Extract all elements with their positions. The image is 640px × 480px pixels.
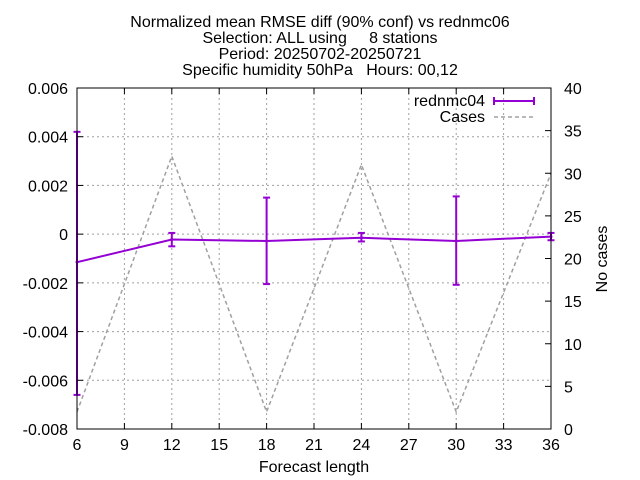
title-line-4: Specific humidity 50hPa Hours: 00,12 [182, 62, 458, 79]
y2-axis-label: No cases [594, 226, 611, 293]
x-tick-label: 15 [210, 437, 228, 454]
x-tick-label: 6 [73, 437, 82, 454]
cases-series [76, 154, 552, 415]
y-tick-label: 0 [59, 227, 68, 244]
y-tick-label: 0.002 [28, 178, 68, 195]
y2-tick-label: 35 [564, 124, 582, 141]
legend-label-cases: Cases [440, 109, 485, 126]
cases-line [76, 154, 552, 415]
y-tick-label: -0.004 [23, 325, 68, 342]
rednmc04-line [76, 235, 552, 264]
y2-tick-label: 25 [564, 209, 582, 226]
y2-tick-label: 0 [564, 422, 573, 439]
y2-tick-label: 10 [564, 337, 582, 354]
axis-ticks: 6 9 12 15 18 21 24 27 30 33 36 -0.008 -0.006 -0.004 -0… [23, 81, 582, 454]
y2-tick-label: 40 [564, 81, 582, 98]
chart-title: Normalized mean RMSE diff (90% conf) vs … [130, 14, 510, 79]
data-point [359, 236, 363, 240]
legend-label-rednmc04: rednmc04 [414, 93, 485, 110]
grid [77, 88, 551, 429]
y-tick-label: -0.002 [23, 276, 68, 293]
y2-tick-label: 15 [564, 294, 582, 311]
x-tick-label: 12 [163, 437, 181, 454]
x-tick-label: 24 [353, 437, 371, 454]
data-point [170, 238, 174, 242]
title-line-3: Period: 20250702-20250721 [219, 46, 422, 63]
y2-tick-label: 20 [564, 252, 582, 269]
error-bar [263, 196, 271, 286]
x-axis-label: Forecast length [259, 459, 369, 476]
x-tick-label: 30 [447, 437, 465, 454]
y-tick-label: -0.008 [23, 422, 68, 439]
y2-tick-label: 30 [564, 166, 582, 183]
data-point [454, 239, 458, 243]
x-tick-label: 27 [400, 437, 418, 454]
x-tick-label: 33 [495, 437, 513, 454]
error-bar [357, 231, 365, 243]
data-point [265, 239, 269, 243]
y-tick-label: 0.004 [28, 130, 68, 147]
title-line-1: Normalized mean RMSE diff (90% conf) vs … [130, 14, 510, 31]
y2-tick-label: 5 [564, 379, 573, 396]
y-tick-label: -0.006 [23, 373, 68, 390]
y-tick-label: 0.006 [28, 81, 68, 98]
x-tick-label: 18 [258, 437, 276, 454]
error-bar [168, 231, 176, 248]
x-tick-label: 36 [542, 437, 560, 454]
error-bar [452, 195, 460, 286]
title-line-2: Selection: ALL using 8 stations [202, 30, 437, 47]
x-tick-label: 9 [120, 437, 129, 454]
x-tick-label: 21 [305, 437, 323, 454]
legend: rednmc04 Cases [414, 93, 535, 126]
